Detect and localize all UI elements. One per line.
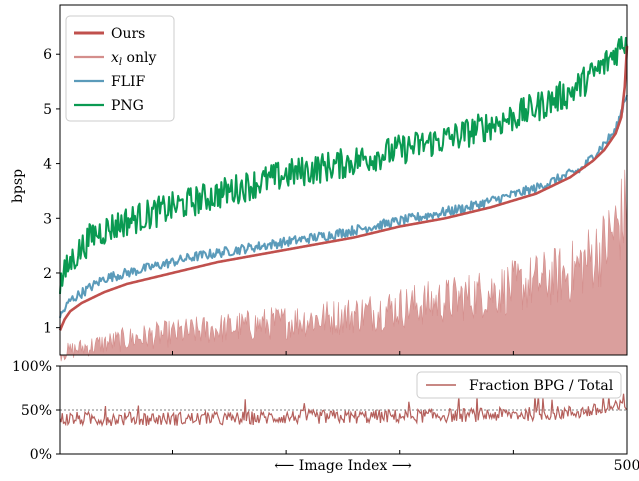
legend-box [65,15,175,122]
bottom-legend-box [416,371,622,399]
legend-label-png: PNG [111,98,144,114]
bottom-panel: 0% 50% 100% ⟵ Image Index ⟶ 500 Fraction B… [12,359,639,474]
top-lines-layer [58,35,629,331]
bottom-legend: Fraction BPG / Total [416,371,622,399]
y-axis-label: bpsp [10,169,26,203]
legend-label-ours: Ours [111,26,145,42]
top-ytick-label-5: 5 [43,102,52,118]
series-x-l-only-area [59,169,628,362]
bottom-ytick-label-0: 0% [30,447,52,463]
top-panel-frame [59,4,628,356]
series-flif-line [59,94,628,319]
legend-label-flif: FLIF [111,74,146,90]
x-tick-label-500: 500 [614,458,639,474]
top-panel: 1 2 3 4 5 6 bpsp Ours xl only FLIF PNG [10,4,629,362]
top-ytick-label-4: 4 [43,157,52,173]
bottom-lines-layer [59,393,628,428]
top-xticks [171,351,514,355]
legend-items: Ours xl only FLIF PNG [74,26,156,114]
top-ytick-label-1: 1 [43,321,52,337]
series-fraction-bpg-line [59,393,628,428]
top-ytick-label-6: 6 [43,47,52,63]
series-png-line [59,35,628,294]
bottom-legend-label: Fraction BPG / Total [469,378,614,394]
bottom-xticks [171,450,628,454]
top-yticks: 1 2 3 4 5 6 [43,47,60,337]
bottom-ytick-label-100: 100% [12,359,52,375]
x-axis-label: ⟵ Image Index ⟶ [274,458,412,474]
series-ours-line [58,45,629,331]
bottom-yticks: 0% 50% 100% [12,359,60,463]
bottom-ytick-label-50: 50% [21,403,52,419]
top-fill-layer [59,169,628,362]
top-legend: Ours xl only FLIF PNG [65,15,175,122]
legend-label-x-l-only: xl only [111,50,156,68]
top-ytick-label-2: 2 [43,266,52,282]
top-ytick-label-3: 3 [43,211,52,227]
